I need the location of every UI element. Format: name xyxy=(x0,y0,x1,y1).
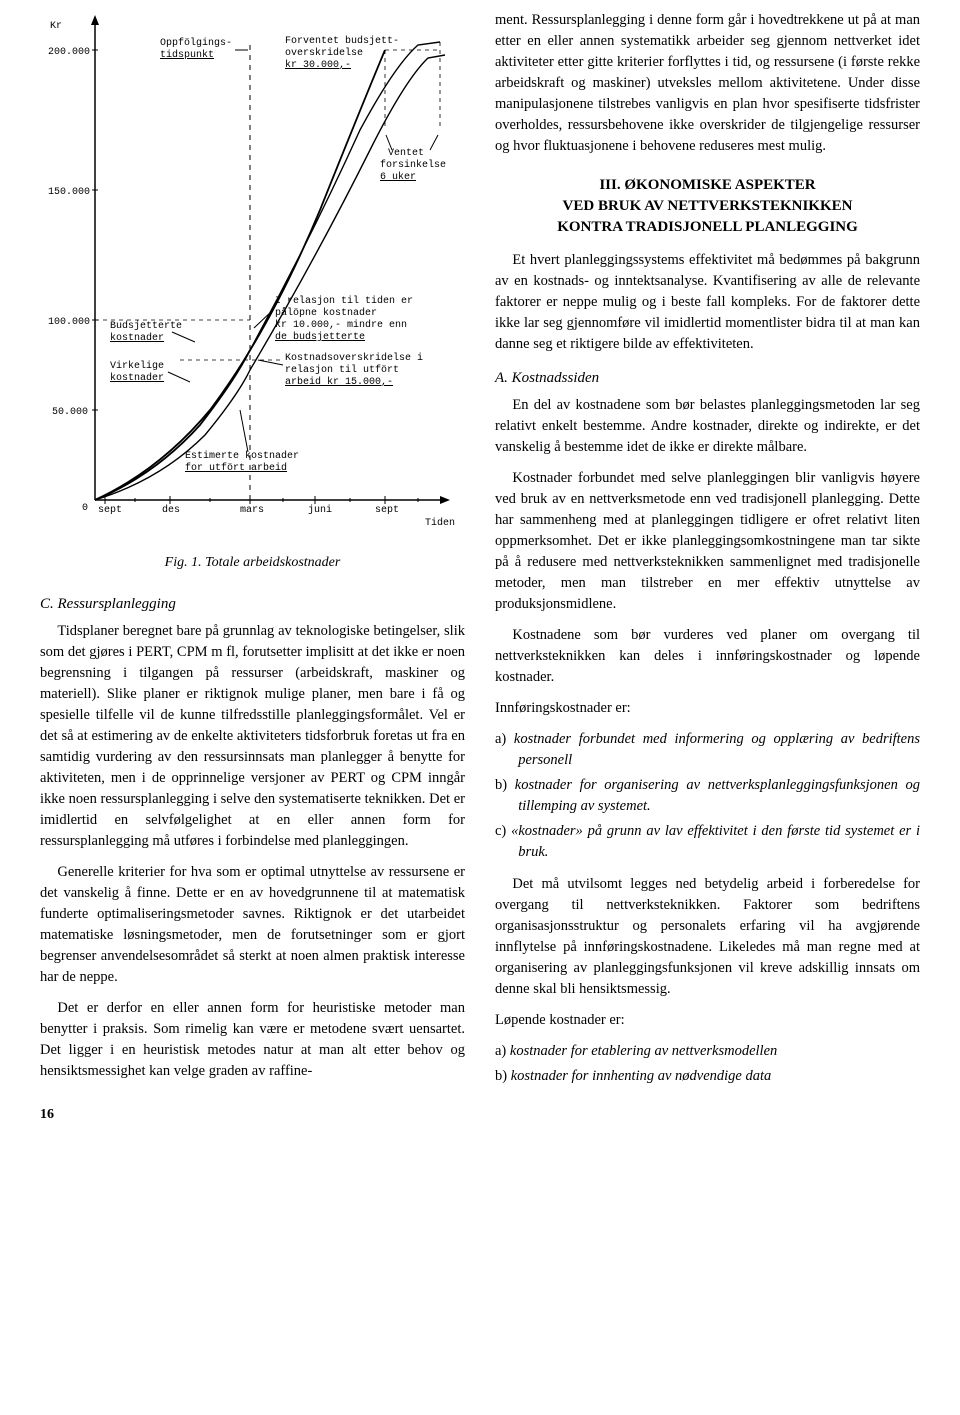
lopende-label: Løpende kostnader er: xyxy=(495,1010,920,1031)
svg-text:des: des xyxy=(162,504,180,516)
list1-item-c: c) «kostnader» på grunn av lav effektivi… xyxy=(495,821,920,863)
svg-text:kostnader: kostnader xyxy=(110,372,164,384)
budgeted-curve xyxy=(95,50,385,500)
subsection-a-title: A. Kostnadssiden xyxy=(495,370,920,387)
svg-text:150.000: 150.000 xyxy=(48,187,90,198)
annotation-budsjetterte: Budsjetterte kostnader xyxy=(110,320,195,344)
svg-text:sept: sept xyxy=(375,505,399,516)
left-para-2: Generelle kriterier for hva som er optim… xyxy=(40,862,465,988)
svg-text:tidspunkt: tidspunkt xyxy=(160,49,214,61)
cost-chart: Kr Tiden 200.000 150.000 100.000 50.000 … xyxy=(40,10,465,540)
svg-text:for utfört arbeid: for utfört arbeid xyxy=(185,462,287,474)
a-para4: Det må utvilsomt legges ned betydelig ar… xyxy=(495,874,920,1000)
left-para-1: Tidsplaner beregnet bare på grunnlag av … xyxy=(40,621,465,852)
figure-caption: Fig. 1. Totale arbeidskostnader xyxy=(40,555,465,571)
y-axis-label: Kr xyxy=(50,21,62,32)
svg-text:arbeid kr 15.000,-: arbeid kr 15.000,- xyxy=(285,376,393,388)
a-para3: Kostnadene som bør vurderes ved planer o… xyxy=(495,625,920,688)
annotation-forventet: Forventet budsjett- overskridelse kr 30.… xyxy=(285,35,399,71)
svg-text:Forventet budsjett-: Forventet budsjett- xyxy=(285,35,399,47)
a-para2: Kostnader forbundet med selve planleggin… xyxy=(495,468,920,615)
svg-text:50.000: 50.000 xyxy=(52,407,88,418)
annotation-virkelige: Virkelige kostnader xyxy=(110,360,190,384)
left-para-3: Det er derfor en eller annen form for he… xyxy=(40,998,465,1082)
a-para1: En del av kostnadene som bør belastes pl… xyxy=(495,395,920,458)
x-ticks: sept des mars juni sept xyxy=(98,496,418,516)
x-axis-label: Tiden xyxy=(425,517,455,529)
svg-text:kr 30.000,-: kr 30.000,- xyxy=(285,59,351,71)
innforing-label: Innføringskostnader er: xyxy=(495,698,920,719)
svg-text:I relasjon til tiden er: I relasjon til tiden er xyxy=(275,295,413,307)
list2-item-a: a) kostnader for etablering av nettverks… xyxy=(495,1041,920,1062)
svg-text:mars: mars xyxy=(240,505,264,516)
list1-item-a: a) kostnader forbundet med informering o… xyxy=(495,729,920,771)
svg-text:0: 0 xyxy=(82,503,88,514)
subsection-c-title: C. Ressursplanlegging xyxy=(40,596,465,613)
list2-item-b: b) kostnader for innhenting av nødvendig… xyxy=(495,1066,920,1087)
svg-text:Budsjetterte: Budsjetterte xyxy=(110,320,182,332)
annotation-kostnadsover: Kostnadsoverskridelse i relasjon til utf… xyxy=(258,352,423,388)
svg-text:6 uker: 6 uker xyxy=(380,171,416,183)
right-para-top: ment. Ressursplanlegging i denne form gå… xyxy=(495,10,920,157)
annotation-relasjon: I relasjon til tiden er pålöpne kostnade… xyxy=(254,295,413,343)
svg-text:relasjon til utfört: relasjon til utfört xyxy=(285,364,399,376)
annotation-ventet: Ventet forsinkelse 6 uker xyxy=(380,135,446,183)
svg-text:Oppfölgings-: Oppfölgings- xyxy=(160,37,232,49)
svg-text:kr 10.000,- mindre enn: kr 10.000,- mindre enn xyxy=(275,319,407,331)
svg-text:juni: juni xyxy=(308,504,332,516)
section3-para1: Et hvert planleggingssystems effektivite… xyxy=(495,250,920,355)
svg-text:overskridelse: overskridelse xyxy=(285,47,363,59)
svg-text:Estimerte kostnader: Estimerte kostnader xyxy=(185,450,299,462)
svg-text:kostnader: kostnader xyxy=(110,332,164,344)
page-number: 16 xyxy=(40,1107,465,1123)
list1-item-b: b) kostnader for organisering av nettver… xyxy=(495,775,920,817)
annotation-oppfolging: Oppfölgings- tidspunkt xyxy=(160,37,248,61)
svg-text:100.000: 100.000 xyxy=(48,317,90,328)
svg-text:pålöpne kostnader: pålöpne kostnader xyxy=(275,306,377,319)
svg-text:Ventet: Ventet xyxy=(388,148,424,159)
svg-text:forsinkelse: forsinkelse xyxy=(380,159,446,171)
section-3-title: III. ØKONOMISKE ASPEKTER VED BRUK AV NET… xyxy=(495,175,920,238)
svg-text:200.000: 200.000 xyxy=(48,47,90,58)
svg-text:Virkelige: Virkelige xyxy=(110,360,164,372)
svg-text:sept: sept xyxy=(98,505,122,516)
svg-text:de budsjetterte: de budsjetterte xyxy=(275,331,365,343)
svg-text:Kostnadsoverskridelse i: Kostnadsoverskridelse i xyxy=(285,352,423,364)
y-ticks: 200.000 150.000 100.000 50.000 0 xyxy=(48,47,98,514)
